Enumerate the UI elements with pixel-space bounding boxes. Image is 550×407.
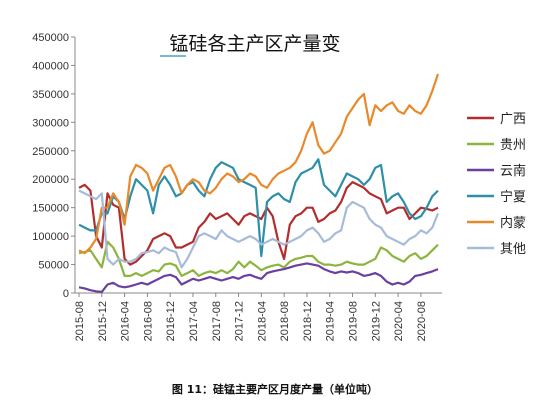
y-tick-label: 0 [63, 288, 69, 300]
x-tick-label: 2015-12 [97, 301, 109, 341]
y-tick-label: 200000 [32, 174, 69, 186]
legend-label: 贵州 [500, 138, 526, 153]
x-tick-label: 2015-08 [74, 301, 86, 341]
y-tick-label: 450000 [32, 32, 69, 44]
x-tick-label: 2019-04 [325, 301, 337, 341]
figure-caption: 图 11：硅锰主要产区月度产量（单位吨） [171, 383, 379, 396]
y-tick-label: 100000 [32, 231, 69, 243]
y-tick-label: 300000 [32, 117, 69, 129]
x-tick-label: 2019-12 [370, 301, 382, 341]
x-tick-label: 2020-08 [416, 301, 428, 341]
x-tick-label: 2017-04 [188, 301, 200, 341]
series-lines [78, 73, 440, 293]
series-line-1 [78, 240, 439, 277]
legend-label: 内蒙 [500, 215, 526, 231]
y-tick-label: 50000 [38, 260, 69, 272]
x-tick-label: 2018-08 [279, 301, 291, 341]
x-tick-label: 2016-12 [165, 301, 177, 341]
x-axis: 2015-08 2015-12 2016-04 2016-08 2016-12 2017-… [74, 292, 442, 341]
x-tick-label: 2018-04 [256, 301, 268, 341]
chart-title: 锰硅各主产区产量变 [169, 33, 340, 55]
y-axis: 0 50000 100000 150000 200000 250000 300000 3500… [32, 32, 76, 300]
legend-label: 宁夏 [500, 189, 526, 205]
chart: 0 50000 100000 150000 200000 250000 300000 3500… [32, 32, 526, 341]
legend-label: 广西 [500, 112, 526, 127]
legend-label: 其他 [500, 242, 526, 257]
y-tick-label: 350000 [32, 89, 69, 101]
legend-label: 云南 [500, 163, 526, 179]
x-tick-label: 2017-08 [211, 301, 223, 341]
x-tick-label: 2020-04 [393, 301, 405, 341]
y-tick-label: 150000 [32, 203, 69, 215]
y-tick-label: 400000 [32, 60, 69, 72]
x-tick-label: 2019-08 [348, 301, 360, 341]
series-line-2 [78, 262, 439, 293]
series-line-4 [78, 73, 440, 255]
x-tick-label: 2017-12 [234, 301, 246, 341]
x-tick-label: 2016-04 [120, 301, 132, 341]
series-line-5 [78, 189, 440, 269]
x-tick-label: 2016-08 [142, 301, 154, 341]
x-tick-label: 2018-12 [302, 301, 314, 341]
series-line-3 [78, 158, 439, 258]
y-tick-label: 250000 [32, 146, 69, 158]
